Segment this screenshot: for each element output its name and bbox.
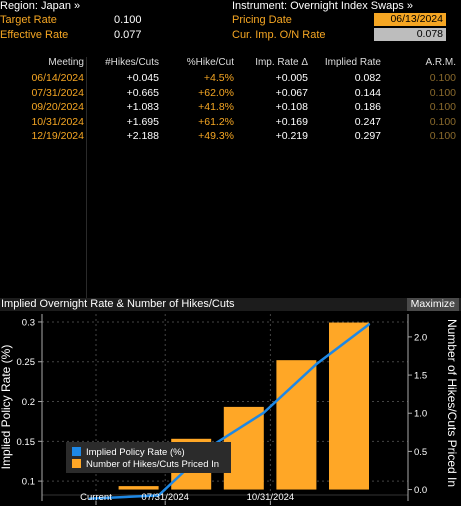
- legend-entry-rate: Implied Policy Rate (%): [86, 447, 185, 458]
- column-divider: [86, 57, 87, 298]
- cell-implied: 0.297: [354, 130, 381, 142]
- table-row[interactable]: 12/19/2024 +2.188 +49.3% +0.219 0.297 0.100: [0, 130, 461, 142]
- rate-point-06/14/2024: [157, 494, 160, 497]
- bar-12/19/2024: [329, 322, 369, 490]
- x-tick-label: 07/31/2024: [141, 492, 189, 503]
- pricing-date-label: Pricing Date: [232, 14, 292, 26]
- cell-meeting: 09/20/2024: [31, 101, 84, 113]
- y2-tick-label: 1.5: [414, 371, 427, 382]
- col-header-arm[interactable]: A.R.M.: [425, 57, 456, 68]
- chart-legend: Implied Policy Rate (%) Number of Hikes/…: [66, 442, 231, 473]
- cell-delta: +0.005: [275, 72, 308, 84]
- col-header-implied-rate[interactable]: Implied Rate: [324, 57, 381, 68]
- cell-hikes: +0.045: [126, 72, 159, 84]
- y2-tick-label: 2.0: [414, 332, 427, 343]
- effective-rate-value: 0.077: [114, 29, 142, 41]
- meetings-table: Meeting #Hikes/Cuts %Hike/Cut Imp. Rate …: [0, 57, 461, 298]
- col-header-pct[interactable]: %Hike/Cut: [186, 57, 234, 68]
- rate-point-12/19/2024: [367, 323, 371, 326]
- target-rate-label: Target Rate: [0, 14, 57, 26]
- cell-hikes: +1.695: [126, 115, 159, 128]
- cell-delta: +0.108: [275, 101, 308, 113]
- cell-pct: +49.3%: [198, 130, 234, 142]
- cell-implied: 0.247: [354, 115, 381, 128]
- chart-title: Implied Overnight Rate & Number of Hikes…: [1, 298, 235, 310]
- legend-swatch-rate: [72, 447, 81, 456]
- rate-point-09/20/2024: [262, 411, 265, 414]
- cell-delta: +0.067: [275, 86, 308, 99]
- instrument-selector[interactable]: Instrument: Overnight Index Swaps »: [232, 0, 413, 12]
- cell-delta: +0.169: [275, 115, 308, 128]
- rate-point-Current: [88, 497, 92, 500]
- maximize-button[interactable]: Maximize: [406, 298, 459, 311]
- cell-arm: 0.100: [429, 115, 456, 128]
- cell-arm: 0.100: [429, 101, 456, 113]
- y-tick-label: 0.2: [22, 397, 35, 408]
- implied-rate-line: [89, 323, 370, 500]
- cell-arm: 0.100: [429, 86, 456, 99]
- cell-implied: 0.082: [354, 72, 381, 84]
- cell-pct: +41.8%: [198, 101, 234, 113]
- cell-arm: 0.100: [429, 130, 456, 142]
- y-axis-label: Implied Policy Rate (%): [0, 345, 13, 470]
- col-header-hikes[interactable]: #Hikes/Cuts: [105, 57, 159, 68]
- rate-chart: 0.1 0.15 0.2 0.25 0.3 0.0 0.5 1.0 1.5 2.0 Current 0…: [0, 314, 459, 505]
- cell-hikes: +0.665: [126, 86, 159, 99]
- cur-imp-rate-value: 0.078: [374, 28, 446, 41]
- y-tick-label: 0.15: [17, 437, 36, 448]
- chart-title-bar: Implied Overnight Rate & Number of Hikes…: [0, 298, 461, 311]
- cell-meeting: 07/31/2024: [31, 86, 84, 99]
- col-header-imp-delta[interactable]: Imp. Rate Δ: [255, 57, 308, 68]
- cell-pct: +4.5%: [203, 72, 234, 84]
- x-tick-label: Current: [80, 492, 112, 503]
- cell-arm: 0.100: [429, 72, 456, 84]
- rate-point-10/31/2024: [315, 362, 318, 366]
- y-tick-label: 0.25: [17, 357, 36, 368]
- cell-pct: +62.0%: [198, 86, 234, 99]
- table-row[interactable]: 09/20/2024 +1.083 +41.8% +0.108 0.186 0.100: [0, 101, 461, 113]
- cell-meeting: 10/31/2024: [31, 115, 84, 128]
- cell-implied: 0.144: [354, 86, 381, 99]
- y2-tick-label: 0.0: [414, 485, 427, 496]
- cell-meeting: 12/19/2024: [31, 130, 84, 142]
- cell-implied: 0.186: [354, 101, 381, 113]
- y2-tick-label: 1.0: [414, 409, 427, 420]
- cur-imp-rate-label: Cur. Imp. O/N Rate: [232, 29, 326, 41]
- target-rate-value: 0.100: [114, 14, 142, 26]
- bar-10/31/2024: [276, 360, 317, 490]
- cell-meeting: 06/14/2024: [31, 72, 84, 84]
- legend-entry-hikes: Number of Hikes/Cuts Priced In: [86, 459, 219, 470]
- table-row[interactable]: 10/31/2024 +1.695 +61.2% +0.169 0.247 0.100: [0, 116, 461, 128]
- pricing-date-input[interactable]: 06/13/2024: [374, 13, 446, 26]
- cell-pct: +61.2%: [198, 115, 234, 128]
- effective-rate-label: Effective Rate: [0, 29, 69, 41]
- cell-delta: +0.219: [275, 130, 308, 142]
- y-tick-label: 0.3: [22, 317, 35, 328]
- y-tick-label: 0.1: [22, 477, 35, 488]
- region-selector[interactable]: Region: Japan »: [0, 0, 81, 12]
- y2-axis-label: Number of Hikes/Cuts Priced In: [445, 319, 459, 487]
- cell-hikes: +1.083: [126, 101, 159, 113]
- legend-swatch-hikes: [72, 459, 81, 468]
- x-tick-label: 10/31/2024: [247, 492, 295, 503]
- col-header-meeting[interactable]: Meeting: [48, 57, 84, 68]
- table-row[interactable]: 07/31/2024 +0.665 +62.0% +0.067 0.144 0.100: [0, 87, 461, 99]
- cell-hikes: +2.188: [126, 130, 159, 142]
- bar-06/14/2024: [118, 486, 159, 490]
- y2-tick-label: 0.5: [414, 447, 427, 458]
- table-row[interactable]: 06/14/2024 +0.045 +4.5% +0.005 0.082 0.100: [0, 72, 461, 84]
